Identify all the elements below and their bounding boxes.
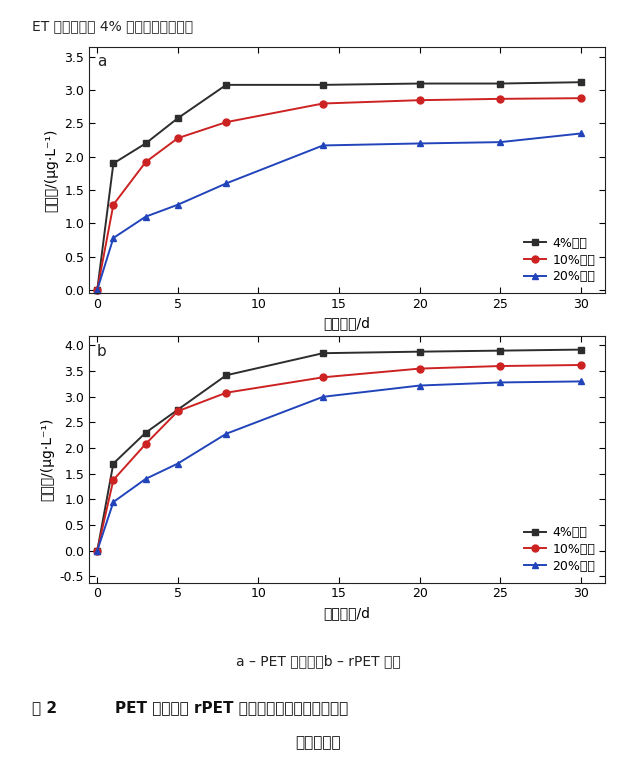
20%乙醇 [94,285,101,295]
4%乙酸 [222,371,230,380]
20%乙醇 [142,212,150,221]
Text: PET 饮料瓶和 rPET 切片中锄在不同食品模拟液: PET 饮料瓶和 rPET 切片中锄在不同食品模拟液 [115,700,348,716]
20%乙醇 [174,200,182,210]
10%乙醇 [94,546,101,555]
4%乙酸 [577,77,585,87]
10%乙醇 [319,372,327,382]
Legend: 4%乙酸, 10%乙醇, 20%乙醇: 4%乙酸, 10%乙醇, 20%乙醇 [520,522,599,576]
Text: b: b [97,343,106,359]
10%乙醇 [94,285,101,295]
4%乙酸 [416,79,424,88]
10%乙醇 [174,407,182,416]
10%乙醇 [222,117,230,127]
20%乙醇 [577,129,585,138]
Text: 下的迁移量: 下的迁移量 [296,735,341,751]
10%乙醇 [496,94,504,103]
X-axis label: 迁移时间/d: 迁移时间/d [324,317,371,331]
4%乙酸 [416,347,424,357]
4%乙酸 [222,81,230,90]
Y-axis label: 迁移量/(μg·L⁻¹): 迁移量/(μg·L⁻¹) [45,128,59,212]
10%乙醇 [142,439,150,449]
Text: ET 饮料瓶于同 4% 乙酸迁移量更大。: ET 饮料瓶于同 4% 乙酸迁移量更大。 [32,20,193,34]
20%乙醇 [222,179,230,188]
Text: 图 2: 图 2 [32,700,57,716]
Line: 4%乙酸: 4%乙酸 [94,79,584,293]
10%乙醇 [577,361,585,370]
10%乙醇 [110,475,117,485]
4%乙酸 [110,159,117,168]
4%乙酸 [319,349,327,358]
10%乙醇 [110,200,117,210]
4%乙酸 [496,346,504,355]
Line: 10%乙醇: 10%乙醇 [94,361,584,554]
Line: 20%乙醇: 20%乙醇 [94,378,584,554]
4%乙酸 [142,428,150,437]
20%乙醇 [319,141,327,150]
Line: 10%乙醇: 10%乙醇 [94,95,584,293]
4%乙酸 [577,345,585,354]
4%乙酸 [94,285,101,295]
20%乙醇 [496,378,504,387]
10%乙醇 [577,94,585,103]
Line: 4%乙酸: 4%乙酸 [94,346,584,554]
20%乙醇 [319,392,327,401]
4%乙酸 [94,546,101,555]
20%乙醇 [577,377,585,386]
4%乙酸 [142,138,150,148]
20%乙醇 [416,381,424,390]
10%乙醇 [496,361,504,371]
20%乙醇 [110,497,117,507]
10%乙醇 [174,134,182,143]
20%乙醇 [174,459,182,468]
4%乙酸 [174,405,182,414]
20%乙醇 [496,138,504,147]
4%乙酸 [174,113,182,123]
Legend: 4%乙酸, 10%乙醇, 20%乙醇: 4%乙酸, 10%乙醇, 20%乙醇 [520,233,599,287]
Text: a – PET 饮料瓶；b – rPET 切片: a – PET 饮料瓶；b – rPET 切片 [236,654,401,668]
Text: a: a [97,54,106,70]
20%乙醇 [110,233,117,242]
4%乙酸 [496,79,504,88]
10%乙醇 [416,95,424,105]
10%乙醇 [222,388,230,397]
10%乙醇 [142,157,150,167]
X-axis label: 迁移时间/d: 迁移时间/d [324,606,371,620]
10%乙醇 [319,99,327,108]
Line: 20%乙醇: 20%乙醇 [94,130,584,293]
10%乙醇 [416,364,424,373]
20%乙醇 [94,546,101,555]
4%乙酸 [110,459,117,468]
20%乙醇 [416,138,424,148]
4%乙酸 [319,81,327,90]
Y-axis label: 迁移量/(μg·L⁻¹): 迁移量/(μg·L⁻¹) [40,418,54,501]
20%乙醇 [222,429,230,439]
20%乙醇 [142,474,150,483]
